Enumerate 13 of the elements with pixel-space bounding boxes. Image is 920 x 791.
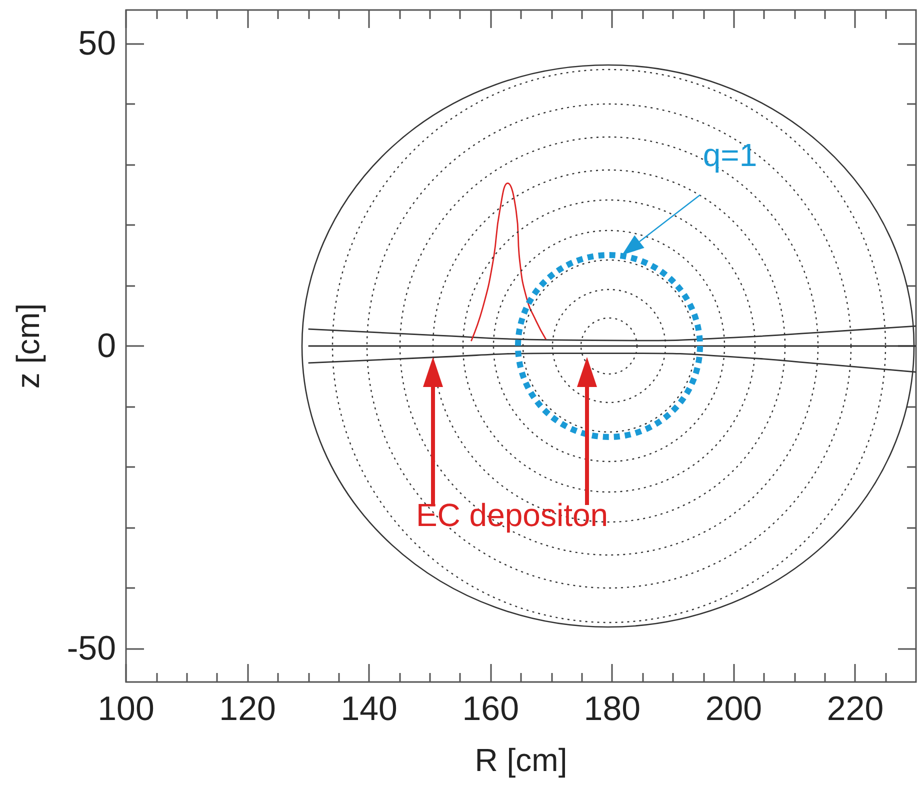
x-tick-label: 220 (826, 690, 884, 728)
x-tick-label: 140 (340, 690, 398, 728)
x-tick-label: 160 (462, 690, 519, 728)
y-axis-title: z [cm] (10, 303, 46, 389)
x-tick-label: 100 (98, 690, 154, 728)
x-axis-title: R [cm] (474, 742, 568, 778)
x-tick-label: 120 (219, 690, 276, 728)
y-tick-label: 50 (78, 24, 116, 62)
annotation: q=1 (702, 137, 758, 173)
y-tick-label: -50 (66, 630, 116, 668)
y-tick-label: 0 (97, 327, 116, 365)
x-tick-label: 200 (705, 690, 762, 728)
x-tick-label: 180 (584, 690, 641, 728)
